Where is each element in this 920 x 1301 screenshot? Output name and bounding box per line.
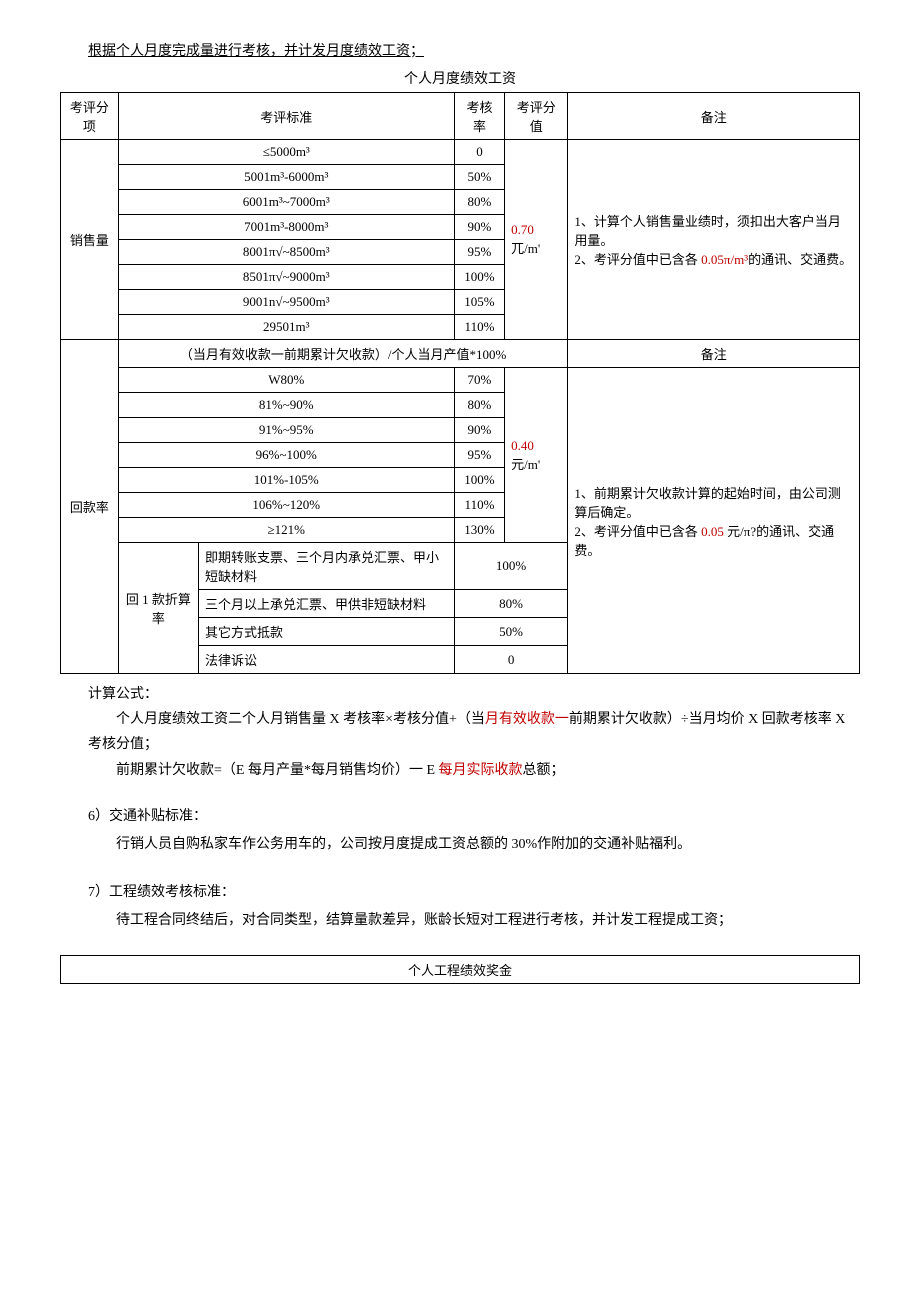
table1-title: 个人月度绩效工资: [60, 68, 860, 88]
formula-text: 总额；: [523, 763, 565, 778]
value-cell: 0.70 兀/m': [505, 140, 568, 340]
remark-text: 2、考评分值中已含各: [574, 252, 701, 267]
remark-text: 2、考评分值中已含各: [574, 524, 701, 539]
rate-cell: 105%: [454, 290, 504, 315]
section-body: 待工程合同终结后，对合同类型，结算量款差异，账龄长短对工程进行考核，并计发工程提…: [88, 907, 832, 935]
value-amount: 0.40: [511, 438, 534, 453]
discount-rate: 100%: [454, 543, 568, 590]
col-header: 考评分项: [61, 93, 119, 140]
std-cell: 29501m³: [118, 315, 454, 340]
std-cell: 8001π√~8500m³: [118, 240, 454, 265]
bonus-title: 个人工程绩效奖金: [61, 955, 860, 983]
rate-cell: 100%: [454, 468, 504, 493]
table-header-row: 考评分项 考评标准 考核率 考评分值 备注: [61, 93, 860, 140]
rate-cell: 50%: [454, 165, 504, 190]
col-header: 备注: [568, 93, 860, 140]
payback-label: 回款率: [61, 340, 119, 674]
discount-rate: 0: [454, 646, 568, 674]
table-row: 销售量 ≤5000m³ 0 0.70 兀/m' 1、计算个人销售量业绩时，须扣出…: [61, 140, 860, 165]
std-cell: 6001m³~7000m³: [118, 190, 454, 215]
remark-header: 备注: [568, 340, 860, 368]
value-unit: 兀/m': [511, 241, 540, 256]
rate-cell: 90%: [454, 215, 504, 240]
rate-cell: 130%: [454, 518, 504, 543]
bonus-table: 个人工程绩效奖金: [60, 955, 860, 984]
section-body: 行销人员自购私家车作公务用车的，公司按月度提成工资总额的 30%作附加的交通补贴…: [88, 831, 832, 859]
section-title: 6）交通补贴标准：: [88, 803, 832, 831]
std-cell: ≤5000m³: [118, 140, 454, 165]
value-unit: 元/m': [511, 457, 540, 472]
remark-text: 1、计算个人销售量业绩时，须扣出大客户当月用量。: [574, 214, 841, 248]
formula-line: 个人月度绩效工资二个人月销售量 X 考核率×考核分值+（当月有效收款一前期累计欠…: [88, 707, 860, 757]
rate-cell: 80%: [454, 190, 504, 215]
remark-cell: 1、计算个人销售量业绩时，须扣出大客户当月用量。 2、考评分值中已含各 0.05…: [568, 140, 860, 340]
col-header: 考评分值: [505, 93, 568, 140]
col-header: 考核率: [454, 93, 504, 140]
std-cell: W80%: [118, 368, 454, 393]
discount-rate: 80%: [454, 590, 568, 618]
col-header: 考评标准: [118, 93, 454, 140]
discount-std: 三个月以上承兑汇票、甲供非短缺材料: [198, 590, 454, 618]
formula-title: 计算公式：: [88, 682, 860, 707]
std-cell: 101%-105%: [118, 468, 454, 493]
rate-cell: 95%: [454, 240, 504, 265]
formula-block: 计算公式： 个人月度绩效工资二个人月销售量 X 考核率×考核分值+（当月有效收款…: [88, 682, 860, 783]
discount-std: 法律诉讼: [198, 646, 454, 674]
std-cell: 5001m³-6000m³: [118, 165, 454, 190]
section-title: 7）工程绩效考核标准：: [88, 879, 832, 907]
formula-line: 前期累计欠收款=（E 每月产量*每月销售均价）一 E 每月实际收款总额；: [88, 758, 860, 783]
rate-cell: 100%: [454, 265, 504, 290]
rate-cell: 110%: [454, 493, 504, 518]
header-line: 根据个人月度完成量进行考核，并计发月度绩效工资；: [88, 40, 860, 60]
std-cell: 8501π√~9000m³: [118, 265, 454, 290]
value-cell: 0.40 元/m': [505, 368, 568, 543]
std-cell: 91%~95%: [118, 418, 454, 443]
remark-cell: 1、前期累计欠收款计算的起始时间，由公司测算后确定。 2、考评分值中已含各 0.…: [568, 368, 860, 674]
value-amount: 0.70: [511, 222, 534, 237]
rate-cell: 0: [454, 140, 504, 165]
formula-text: 前期累计欠收款=（E 每月产量*每月销售均价）一 E: [116, 763, 439, 778]
rate-cell: 110%: [454, 315, 504, 340]
std-cell: 106%~120%: [118, 493, 454, 518]
discount-label: 回 1 款折算率: [118, 543, 198, 674]
std-cell: 81%~90%: [118, 393, 454, 418]
rate-cell: 90%: [454, 418, 504, 443]
std-cell: 7001m³-8000m³: [118, 215, 454, 240]
performance-table: 考评分项 考评标准 考核率 考评分值 备注 销售量 ≤5000m³ 0 0.70…: [60, 92, 860, 674]
std-cell: ≥121%: [118, 518, 454, 543]
std-cell: 96%~100%: [118, 443, 454, 468]
remark-red: 0.05: [701, 524, 724, 539]
discount-rate: 50%: [454, 618, 568, 646]
section-6: 6）交通补贴标准： 行销人员自购私家车作公务用车的，公司按月度提成工资总额的 3…: [88, 803, 832, 859]
rate-cell: 80%: [454, 393, 504, 418]
sales-label: 销售量: [61, 140, 119, 340]
discount-std: 即期转账支票、三个月内承兑汇票、甲小短缺材料: [198, 543, 454, 590]
std-cell: 9001n√~9500m³: [118, 290, 454, 315]
formula-text: 个人月度绩效工资二个人月销售量 X 考核率×考核分值+（当: [116, 712, 485, 727]
formula-cell: （当月有效收款一前期累计欠收款）/个人当月产值*100%: [118, 340, 568, 368]
rate-cell: 95%: [454, 443, 504, 468]
remark-text: 的通讯、交通费。: [748, 252, 852, 267]
discount-std: 其它方式抵款: [198, 618, 454, 646]
rate-cell: 70%: [454, 368, 504, 393]
remark-text: 1、前期累计欠收款计算的起始时间，由公司测算后确定。: [574, 486, 841, 520]
formula-red: 月有效收款一: [485, 712, 569, 727]
table-row: 回款率 （当月有效收款一前期累计欠收款）/个人当月产值*100% 备注: [61, 340, 860, 368]
formula-red: 每月实际收款: [439, 763, 523, 778]
section-7: 7）工程绩效考核标准： 待工程合同终结后，对合同类型，结算量款差异，账龄长短对工…: [88, 879, 832, 935]
remark-red: 0.05π/m³: [701, 252, 748, 267]
